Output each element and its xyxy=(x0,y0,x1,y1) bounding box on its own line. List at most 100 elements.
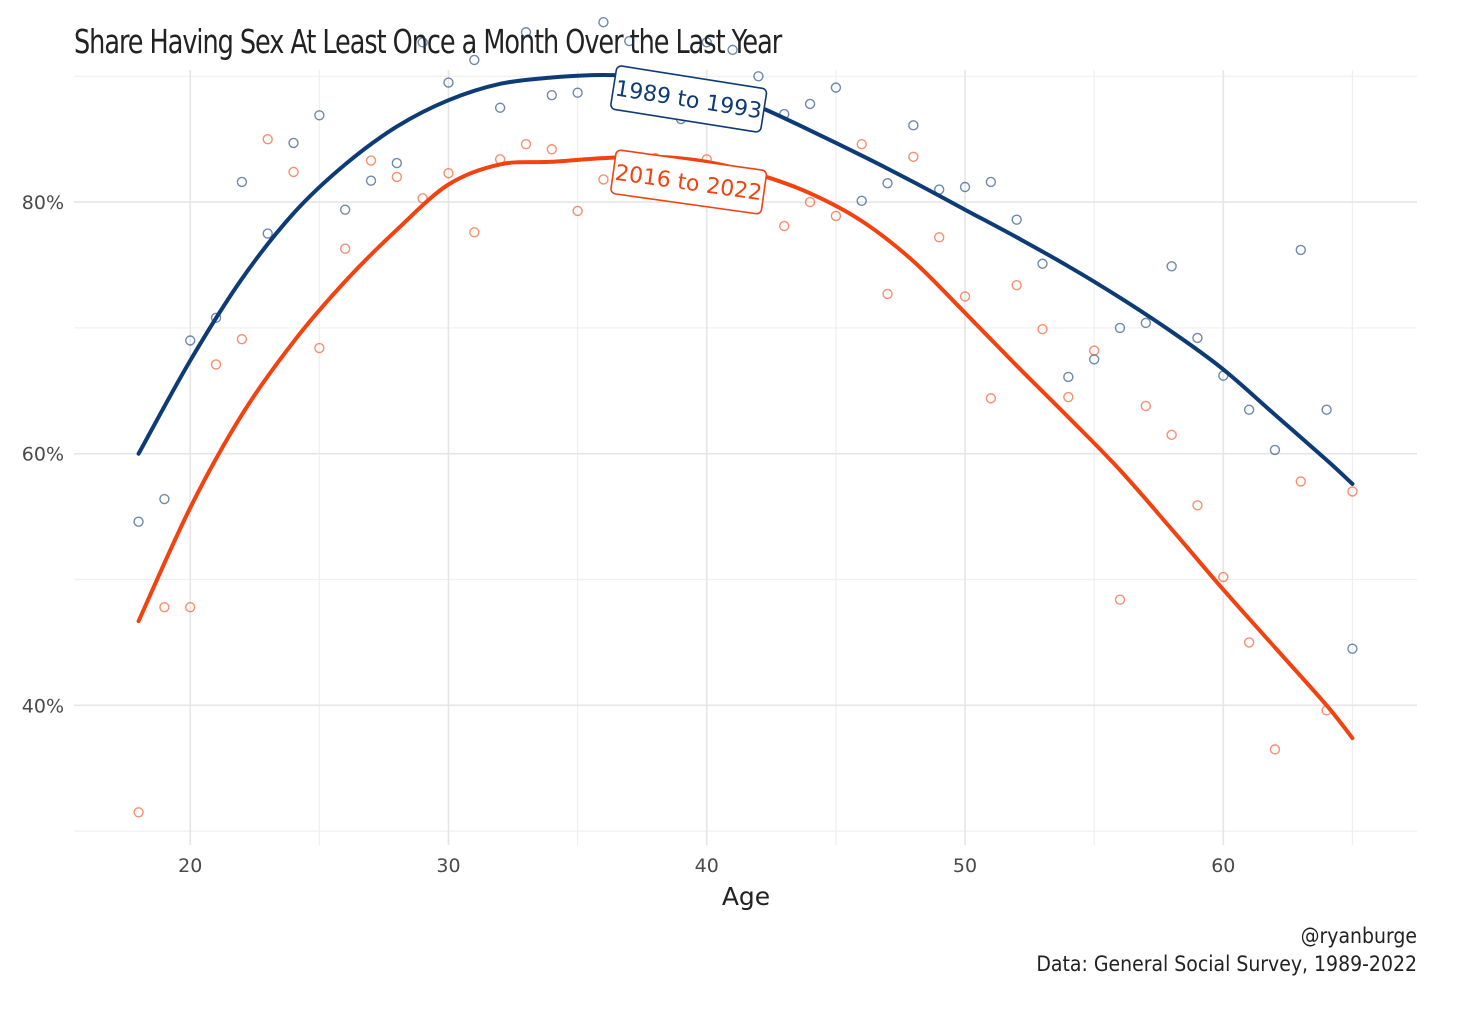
trend-line-1989-1993 xyxy=(136,73,1355,486)
data-point-2016-2022 xyxy=(443,167,454,179)
data-point-2016-2022 xyxy=(1192,500,1203,511)
data-point-1989-1993 xyxy=(133,516,144,527)
data-point-2016-2022 xyxy=(1140,400,1152,412)
data-point-2016-2022 xyxy=(520,139,532,150)
data-point-1989-1993 xyxy=(1037,258,1048,269)
trend-line-2016-2022 xyxy=(136,154,1355,741)
data-point-1989-1993 xyxy=(185,335,196,346)
y-tick-label: 40% xyxy=(22,695,64,717)
data-point-1989-1993 xyxy=(417,37,428,48)
data-point-1989-1993 xyxy=(882,178,893,189)
data-point-2016-2022 xyxy=(1011,279,1022,291)
data-point-2016-2022 xyxy=(314,342,325,354)
x-axis-title: Age xyxy=(722,882,770,911)
y-axis-ticks: 40% 60% 80% xyxy=(22,192,64,717)
data-point-2016-2022 xyxy=(391,171,403,183)
data-point-2016-2022 xyxy=(1063,391,1074,403)
data-point-1989-1993 xyxy=(1347,643,1358,654)
data-point-2016-2022 xyxy=(1166,429,1177,441)
x-tick-label: 50 xyxy=(953,855,977,877)
x-axis-ticks: 20 30 40 50 60 xyxy=(178,855,1235,877)
data-point-2016-2022 xyxy=(572,205,583,217)
data-point-2016-2022 xyxy=(598,174,609,185)
data-point-1989-1993 xyxy=(727,44,738,56)
data-point-1989-1993 xyxy=(314,110,325,121)
data-point-2016-2022 xyxy=(236,334,248,345)
data-point-1989-1993 xyxy=(959,181,971,193)
data-point-1989-1993 xyxy=(598,16,609,28)
data-point-1989-1993 xyxy=(701,37,712,48)
caption-source: Data: General Social Survey, 1989-2022 xyxy=(1036,952,1417,976)
data-point-2016-2022 xyxy=(365,155,377,166)
data-point-1989-1993 xyxy=(391,157,403,169)
data-point-2016-2022 xyxy=(1114,594,1126,605)
data-point-2016-2022 xyxy=(546,144,557,155)
data-point-1989-1993 xyxy=(1295,244,1306,256)
data-point-1989-1993 xyxy=(1011,214,1022,225)
series-labels: 1989 to 1993 2016 to 2022 xyxy=(610,65,768,215)
data-point-2016-2022 xyxy=(1269,744,1281,755)
data-point-2016-2022 xyxy=(210,359,222,370)
data-point-1989-1993 xyxy=(804,98,816,110)
data-point-1989-1993 xyxy=(1114,322,1126,334)
data-point-2016-2022 xyxy=(985,393,997,404)
data-point-2016-2022 xyxy=(882,288,893,300)
major-gridlines xyxy=(74,70,1417,845)
data-point-1989-1993 xyxy=(159,493,170,505)
data-point-1989-1993 xyxy=(1192,332,1203,344)
label-box xyxy=(610,65,768,133)
data-point-2016-2022 xyxy=(159,602,170,613)
caption: @ryanburge Data: General Social Survey, … xyxy=(1036,922,1417,978)
data-point-1989-1993 xyxy=(985,176,997,188)
data-point-2016-2022 xyxy=(856,139,867,150)
data-point-1989-1993 xyxy=(262,228,273,239)
label-1989-1993: 1989 to 1993 xyxy=(610,65,768,133)
data-point-1989-1993 xyxy=(546,89,557,101)
data-point-1989-1993 xyxy=(210,312,222,324)
data-point-2016-2022 xyxy=(908,151,919,163)
label-box xyxy=(610,149,768,215)
data-point-1989-1993 xyxy=(830,82,842,93)
data-point-1989-1993 xyxy=(469,54,480,66)
data-point-2016-2022 xyxy=(339,243,351,254)
data-point-1989-1993 xyxy=(1166,261,1177,272)
data-point-2016-2022 xyxy=(959,291,971,302)
data-point-1989-1993 xyxy=(1269,444,1281,456)
data-point-1989-1993 xyxy=(288,137,299,149)
x-tick-label: 30 xyxy=(436,855,460,877)
data-point-1989-1993 xyxy=(339,204,351,215)
y-tick-label: 80% xyxy=(22,192,64,214)
data-point-1989-1993 xyxy=(572,87,583,98)
minor-gridlines xyxy=(74,70,1417,845)
y-tick-label: 60% xyxy=(22,444,64,466)
data-point-1989-1993 xyxy=(520,27,532,38)
data-point-2016-2022 xyxy=(288,166,299,178)
chart-title: Share Having Sex At Least Once a Month O… xyxy=(74,22,782,61)
data-point-2016-2022 xyxy=(779,220,790,232)
data-point-1989-1993 xyxy=(856,195,867,207)
data-point-1989-1993 xyxy=(494,102,506,113)
data-point-2016-2022 xyxy=(262,133,273,145)
data-point-1989-1993 xyxy=(624,35,635,47)
data-point-1989-1993 xyxy=(753,71,764,82)
data-point-2016-2022 xyxy=(469,227,480,238)
x-tick-label: 40 xyxy=(695,855,719,877)
data-point-1989-1993 xyxy=(1140,317,1152,329)
data-point-2016-2022 xyxy=(185,602,196,613)
data-point-2016-2022 xyxy=(1295,476,1306,487)
x-tick-label: 60 xyxy=(1211,855,1235,877)
data-point-2016-2022 xyxy=(1037,323,1048,335)
data-point-2016-2022 xyxy=(1243,637,1255,648)
data-point-2016-2022 xyxy=(934,232,945,243)
data-point-2016-2022 xyxy=(1347,486,1358,497)
data-point-2016-2022 xyxy=(830,210,842,222)
label-2016-2022: 2016 to 2022 xyxy=(610,149,768,215)
x-tick-label: 20 xyxy=(178,855,202,877)
data-point-2016-2022 xyxy=(804,196,816,208)
caption-handle: @ryanburge xyxy=(1300,924,1417,948)
data-point-2016-2022 xyxy=(1218,571,1229,583)
data-point-1989-1993 xyxy=(443,77,454,88)
data-point-1989-1993 xyxy=(1321,404,1332,415)
data-point-2016-2022 xyxy=(133,807,144,818)
